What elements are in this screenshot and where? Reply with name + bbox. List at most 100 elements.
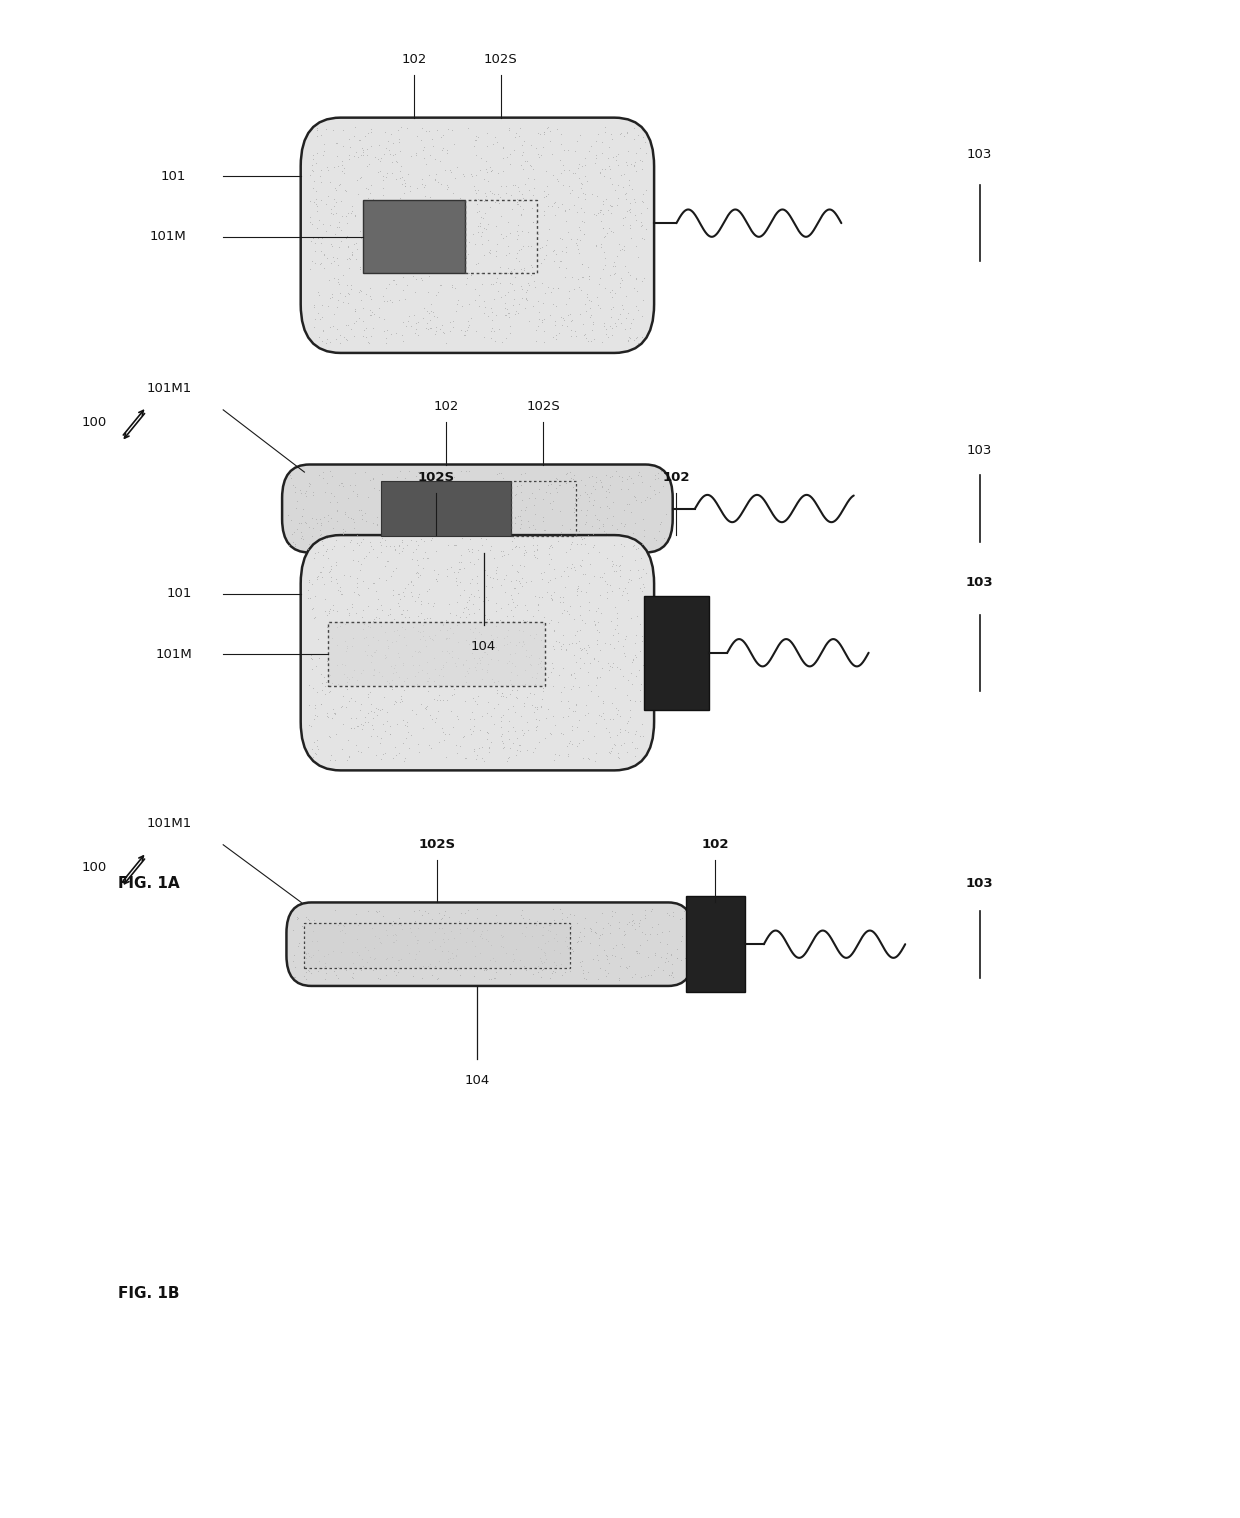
- Point: [645, 941, 665, 965]
- Point: [424, 235, 444, 260]
- Point: [405, 701, 425, 726]
- Point: [423, 134, 443, 158]
- Point: [500, 962, 520, 987]
- Point: [573, 961, 593, 985]
- Point: [539, 721, 559, 745]
- Point: [407, 927, 427, 952]
- Point: [590, 266, 610, 290]
- Point: [330, 323, 350, 348]
- Point: [434, 519, 454, 543]
- Point: [347, 522, 367, 546]
- Point: [596, 524, 616, 548]
- Point: [632, 469, 652, 493]
- Point: [546, 466, 565, 490]
- Text: 104: 104: [465, 1073, 490, 1087]
- Point: [608, 244, 627, 269]
- Point: [600, 165, 620, 190]
- Point: [408, 660, 428, 685]
- Point: [367, 639, 387, 663]
- Point: [290, 478, 310, 502]
- Point: [632, 628, 652, 653]
- Point: [379, 206, 399, 231]
- Point: [526, 736, 546, 761]
- Point: [529, 584, 549, 609]
- Point: [554, 158, 574, 182]
- Point: [334, 685, 353, 709]
- Point: [500, 477, 520, 501]
- Point: [317, 537, 337, 562]
- Point: [616, 955, 636, 979]
- Point: [497, 144, 517, 168]
- Point: [303, 158, 322, 182]
- Point: [435, 495, 455, 519]
- Point: [594, 225, 614, 249]
- Point: [532, 686, 552, 710]
- Point: [507, 738, 527, 762]
- Point: [580, 329, 600, 354]
- Point: [620, 200, 640, 225]
- Point: [467, 191, 487, 216]
- Point: [616, 683, 636, 707]
- Point: [477, 701, 497, 726]
- Point: [376, 534, 396, 559]
- Point: [614, 238, 634, 263]
- Point: [481, 730, 501, 754]
- Point: [512, 181, 532, 205]
- Point: [326, 528, 346, 553]
- Point: [569, 707, 589, 732]
- Point: [389, 594, 409, 618]
- Point: [518, 165, 538, 190]
- Point: [481, 272, 501, 296]
- Point: [382, 946, 402, 970]
- Point: [425, 314, 445, 339]
- Point: [371, 931, 391, 955]
- Point: [329, 267, 348, 291]
- Point: [461, 929, 481, 953]
- Point: [534, 307, 554, 331]
- Point: [601, 513, 621, 537]
- Point: [632, 126, 652, 150]
- Point: [583, 319, 603, 343]
- Point: [479, 967, 498, 991]
- Point: [539, 217, 559, 241]
- Point: [609, 554, 629, 578]
- Point: [363, 316, 383, 340]
- Point: [525, 955, 544, 979]
- Point: [604, 651, 624, 676]
- Point: [444, 314, 464, 339]
- Point: [541, 534, 560, 559]
- Point: [412, 965, 432, 990]
- Point: [611, 512, 631, 536]
- Point: [584, 202, 604, 226]
- Point: [327, 598, 347, 622]
- Point: [366, 742, 386, 767]
- Point: [436, 563, 456, 587]
- Point: [569, 241, 589, 266]
- Point: [332, 149, 352, 173]
- Point: [601, 285, 621, 310]
- Point: [476, 631, 496, 656]
- Point: [294, 964, 314, 988]
- Point: [516, 638, 536, 662]
- Point: [306, 141, 326, 165]
- Point: [310, 560, 330, 584]
- Point: [601, 121, 621, 146]
- Point: [312, 305, 332, 329]
- Point: [575, 502, 595, 527]
- Point: [621, 650, 641, 674]
- Point: [601, 219, 621, 243]
- Point: [378, 214, 398, 238]
- Point: [486, 244, 506, 269]
- Point: [505, 641, 525, 665]
- Point: [286, 516, 306, 540]
- Point: [367, 900, 387, 924]
- Point: [564, 276, 584, 301]
- Point: [330, 580, 350, 604]
- Point: [446, 944, 466, 968]
- Point: [621, 902, 641, 926]
- Point: [474, 188, 494, 213]
- Point: [432, 940, 451, 964]
- Point: [386, 628, 405, 653]
- Point: [347, 531, 367, 556]
- Point: [308, 301, 327, 325]
